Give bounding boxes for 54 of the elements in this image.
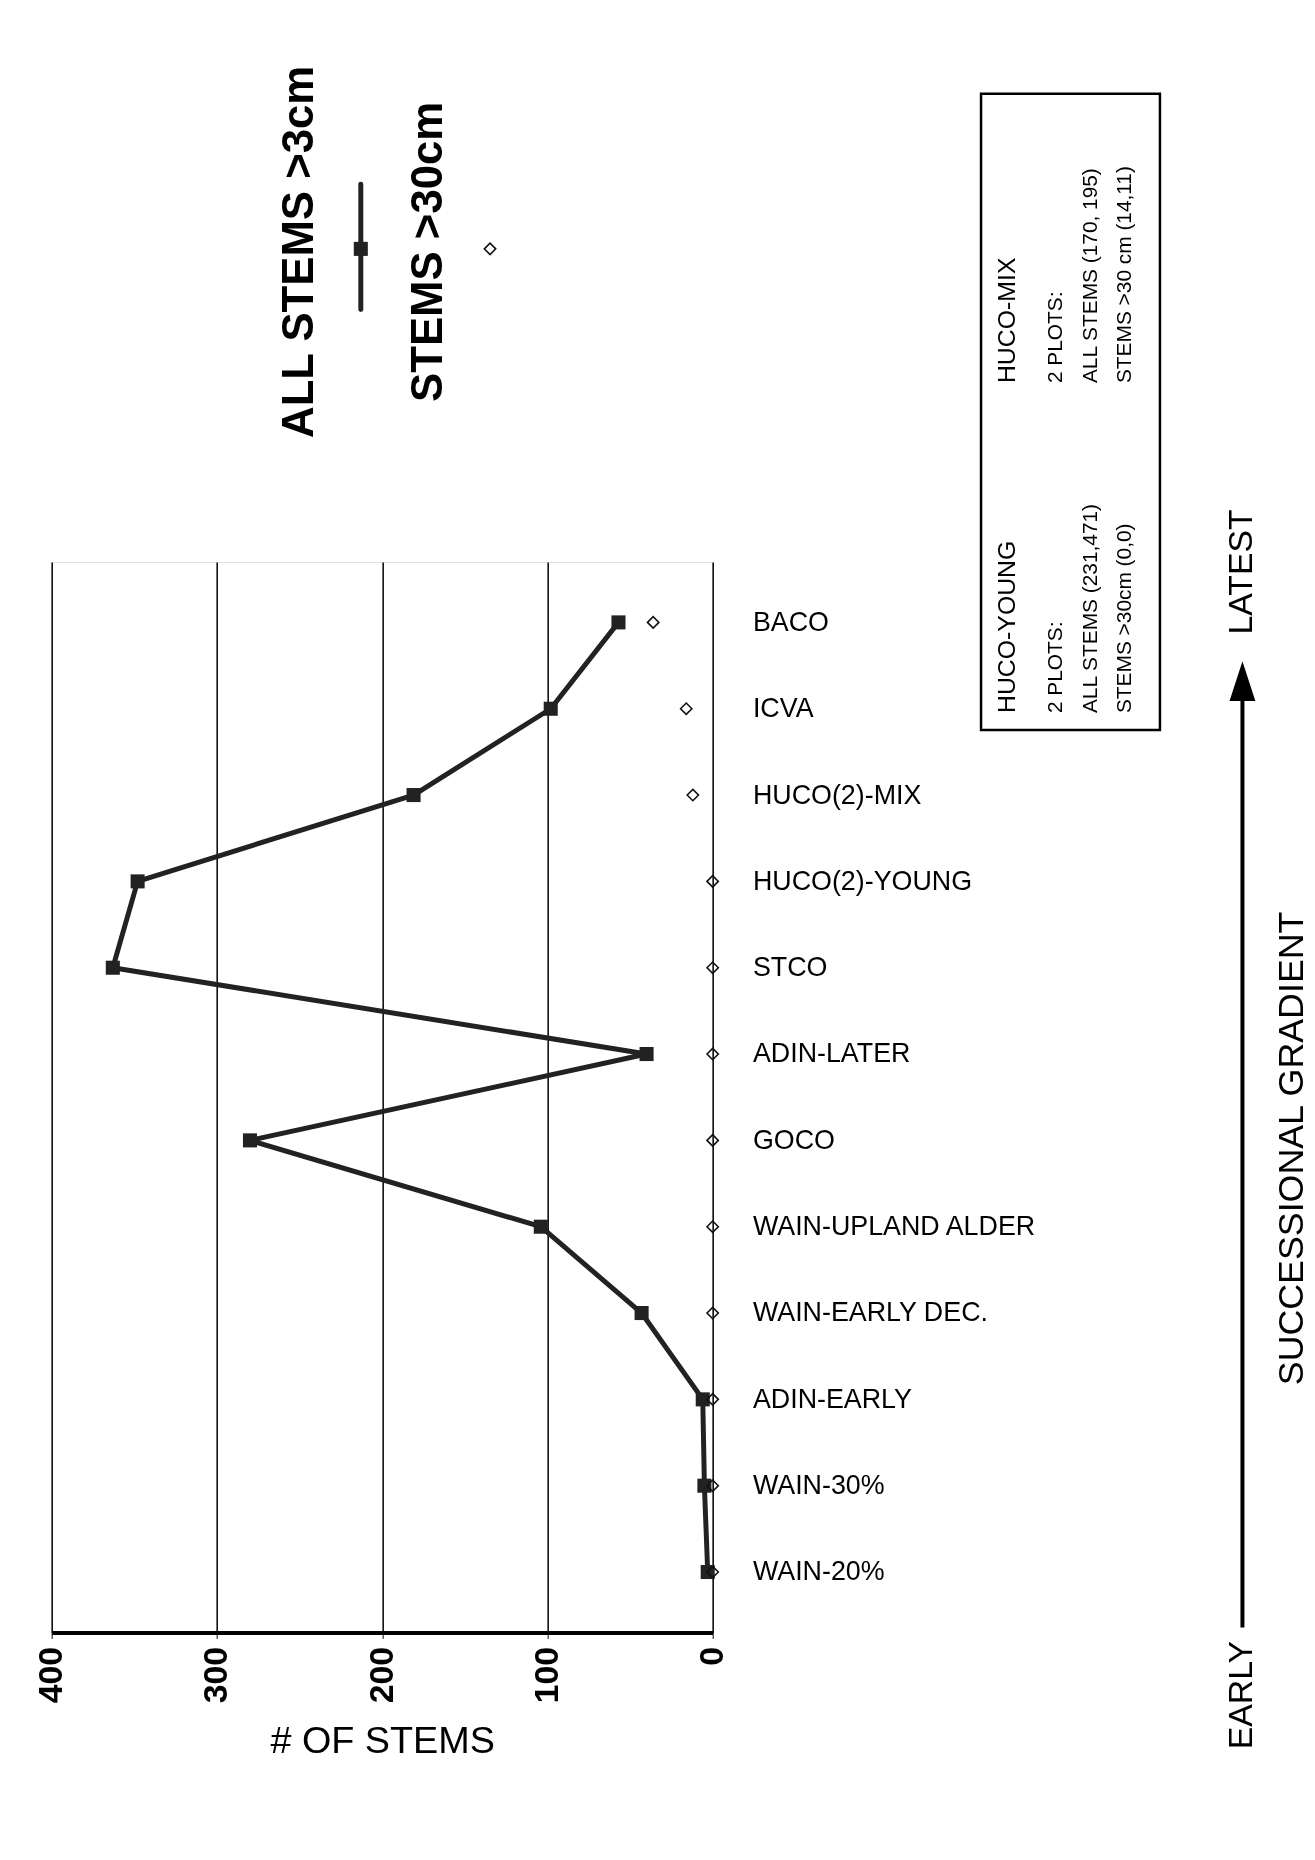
y-tick-label: HUCO(2)-MIX (752, 779, 922, 810)
y-tick-label: ICVA (752, 693, 814, 724)
text: ALL STEMS (170, 195) (1078, 168, 1102, 384)
point (533, 1219, 548, 1234)
point (697, 1478, 712, 1493)
x-tick-label: 200 (361, 1646, 400, 1704)
point (706, 1306, 720, 1320)
text: HUCO-YOUNG (992, 540, 1020, 714)
y-tick-label: ADIN-LATER (752, 1038, 911, 1069)
legend-label: STEMS >30cm (402, 101, 452, 402)
point (706, 961, 720, 975)
point (695, 1392, 710, 1407)
text: EARLY (1221, 1640, 1260, 1750)
point (611, 615, 626, 630)
point (130, 874, 145, 889)
text: HUCO-MIX (992, 257, 1020, 384)
point (706, 1047, 720, 1061)
x-tick-label: 0 (692, 1646, 731, 1666)
text: STEMS >30 cm (14,11) (1112, 166, 1136, 384)
point (706, 1479, 720, 1493)
y-tick-label: GOCO (752, 1124, 835, 1155)
y-tick-label: HUCO(2)-YOUNG (752, 865, 973, 896)
y-tick-label: WAIN-UPLAND ALDER (752, 1211, 1036, 1242)
y-tick-label: STCO (752, 952, 828, 983)
text: 2 PLOTS: (1042, 621, 1066, 714)
point (706, 1220, 720, 1234)
y-tick-label: BACO (752, 606, 829, 637)
point (706, 1133, 720, 1147)
y-tick-label: ADIN-EARLY (752, 1383, 913, 1414)
y-tick-label: WAIN-EARLY DEC. (752, 1297, 988, 1328)
text: ALL STEMS (231,471) (1078, 503, 1102, 714)
x-tick-label: 100 (526, 1646, 565, 1704)
x-axis-title: # OF STEMS (270, 1718, 495, 1761)
point (105, 960, 120, 975)
point (706, 1392, 720, 1406)
point (639, 1047, 654, 1062)
x-tick-label: 300 (196, 1646, 235, 1704)
legend-label: ALL STEMS >3cm (273, 65, 323, 438)
point (706, 874, 720, 888)
x-tick-label: 400 (31, 1646, 70, 1704)
text: SUCCESSIONAL GRADIENT (1271, 911, 1312, 1386)
text: LATEST (1221, 509, 1260, 635)
point (242, 1133, 258, 1148)
point (646, 615, 660, 629)
point (634, 1306, 649, 1321)
text: 2 PLOTS: (1042, 291, 1066, 384)
point (706, 1565, 720, 1579)
y-tick-label: WAIN-20% (752, 1556, 885, 1587)
point (679, 702, 693, 716)
text: STEMS >30cm (0,0) (1112, 523, 1136, 714)
y-tick-label: WAIN-30% (752, 1470, 885, 1501)
point (543, 701, 558, 716)
point (406, 788, 421, 803)
point (686, 788, 700, 802)
